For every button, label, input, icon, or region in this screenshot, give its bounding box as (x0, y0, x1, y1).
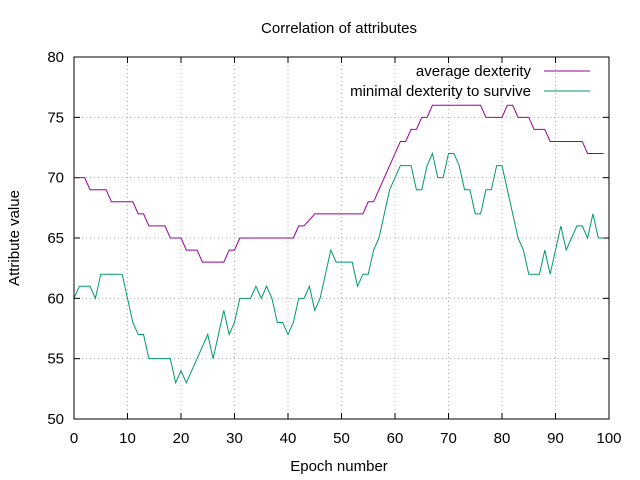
legend-label: minimal dexterity to survive (350, 83, 531, 100)
y-tick-label: 50 (47, 411, 64, 428)
y-tick-label: 60 (47, 290, 64, 307)
legend-label: average dexterity (416, 63, 532, 80)
legend: average dexterity minimal dexterity to su… (350, 63, 590, 100)
x-tick-label: 0 (70, 430, 78, 447)
x-tick-label: 80 (494, 430, 511, 447)
chart-title: Correlation of attributes (261, 20, 417, 37)
y-tick-label: 65 (47, 230, 64, 247)
x-axis-title: Epoch number (290, 458, 388, 475)
series-line-2 (73, 151, 604, 385)
axis-ticks: 0 10 20 30 40 50 60 70 80 90 100 50 55 60 65 70 75 80 (47, 49, 621, 447)
x-tick-label: 50 (333, 430, 350, 447)
x-tick-label: 10 (119, 430, 136, 447)
series-line-1 (74, 104, 604, 263)
y-axis-title: Attribute value (6, 190, 23, 286)
x-tick-label: 40 (280, 430, 297, 447)
x-tick-label: 90 (547, 430, 564, 447)
x-tick-label: 100 (596, 430, 621, 447)
x-tick-label: 60 (387, 430, 404, 447)
y-tick-label: 75 (47, 109, 64, 126)
x-tick-label: 20 (173, 430, 190, 447)
grid-lines (74, 57, 609, 419)
x-tick-label: 30 (226, 430, 243, 447)
plot-area-border (73, 56, 610, 420)
series-group (73, 104, 604, 385)
y-tick-label: 80 (47, 49, 64, 66)
y-tick-label: 55 (47, 351, 64, 368)
x-tick-label: 70 (440, 430, 457, 447)
y-tick-label: 70 (47, 170, 64, 187)
